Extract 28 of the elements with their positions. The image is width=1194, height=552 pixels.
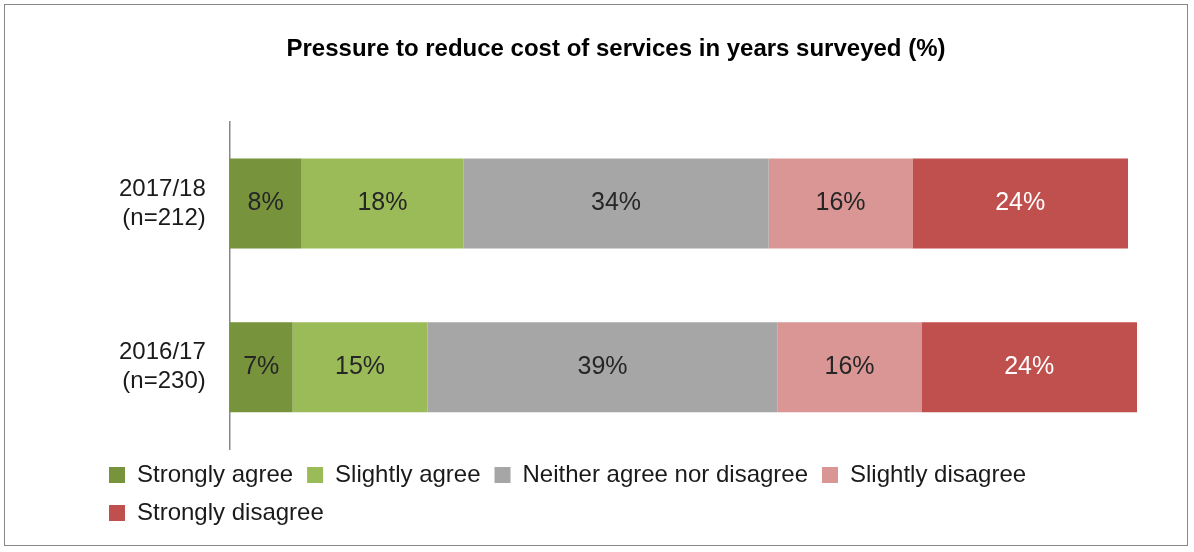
data-label: 24% bbox=[1004, 351, 1055, 380]
bar bbox=[777, 322, 922, 413]
legend-label: Strongly disagree bbox=[137, 497, 324, 525]
bar bbox=[292, 322, 428, 413]
bar bbox=[427, 322, 778, 413]
data-label: 34% bbox=[590, 187, 642, 216]
data-label: 7% bbox=[243, 351, 280, 380]
data-label: 16% bbox=[824, 351, 875, 380]
bar bbox=[463, 158, 769, 249]
bar bbox=[912, 158, 1129, 249]
bar bbox=[229, 322, 293, 413]
legend-label: Strongly agree bbox=[137, 459, 294, 487]
legend-label: Slightly agree bbox=[335, 459, 481, 487]
data-label: 8% bbox=[247, 187, 284, 216]
data-label: 18% bbox=[357, 187, 408, 216]
data-label: 24% bbox=[995, 187, 1046, 216]
legend-label: Slightly disagree bbox=[850, 459, 1027, 487]
bar bbox=[921, 322, 1137, 413]
chart-title: Pressure to reduce cost of services in years surveyed (%) bbox=[286, 34, 946, 62]
legend-label: Neither agree nor disagree bbox=[522, 459, 809, 487]
bar bbox=[768, 158, 913, 249]
bar bbox=[229, 158, 302, 249]
data-label: 39% bbox=[577, 351, 628, 380]
data-label: 16% bbox=[815, 187, 866, 216]
bar bbox=[301, 158, 464, 249]
data-label: 15% bbox=[334, 351, 386, 380]
y-tick-label: 2016/17 (n=230) bbox=[118, 337, 206, 394]
y-tick-label: 2017/18 (n=212) bbox=[118, 173, 206, 230]
